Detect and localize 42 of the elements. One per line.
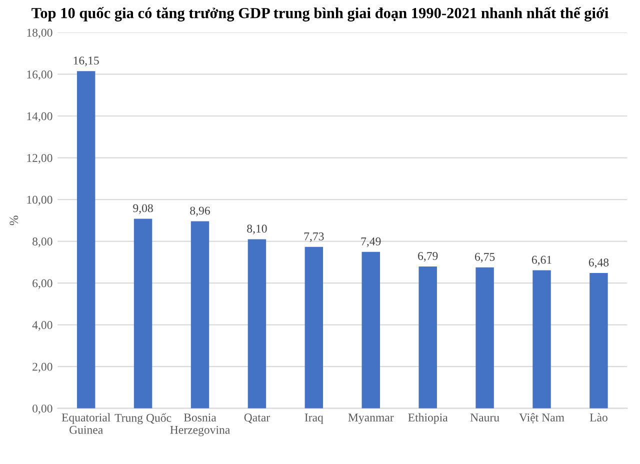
bar [476, 267, 494, 408]
x-tick-label: Nauru [470, 414, 500, 422]
x-tick-label: Equatorial Guinea [62, 413, 110, 434]
y-tick-label: 4,00 [32, 321, 52, 331]
y-tick-label: 14,00 [27, 112, 52, 122]
y-tick-label: 16,00 [27, 70, 52, 80]
data-label: 16,15 [74, 56, 99, 66]
bar [134, 218, 152, 408]
bar [362, 252, 380, 408]
x-tick-label: Ethiopia [408, 413, 448, 424]
y-tick-label: 0,00 [32, 404, 52, 414]
x-tick-label: Lào [590, 413, 608, 422]
data-label: 7,49 [361, 237, 381, 248]
bar [304, 246, 324, 408]
bar [590, 273, 608, 408]
bar [532, 270, 551, 408]
chart-title: Top 10 quốc gia có tăng trưởng GDP trung bình giai đoạn 1990-2021 nhanh nhất thế giới [32, 6, 608, 22]
data-label: 6,48 [588, 258, 609, 268]
data-label: 6,75 [474, 252, 495, 263]
bar [248, 239, 266, 408]
y-tick-label: 18,00 [27, 28, 52, 38]
y-tick-label: 8,00 [32, 238, 52, 248]
x-tick-label: Qatar [244, 414, 270, 424]
data-label: 8,10 [247, 224, 267, 234]
y-tick-label: 12,00 [27, 154, 52, 164]
y-tick-label: 10,00 [27, 196, 52, 206]
x-tick-label: Trung Quốc [114, 413, 172, 424]
data-label: 8,96 [190, 206, 210, 216]
x-tick-label: Việt Nam [519, 413, 564, 424]
data-label: 6,61 [532, 256, 552, 266]
x-tick-label: Bosnia Herzegovina [170, 414, 230, 436]
data-label: 6,79 [418, 252, 438, 262]
data-label: 7,73 [304, 232, 324, 242]
x-tick-label: Iraq [304, 414, 324, 424]
y-axis-title: % [10, 216, 18, 226]
y-tick-label: 6,00 [32, 279, 52, 289]
x-tick-label: Myanmar [348, 414, 394, 424]
data-label: 9,08 [133, 204, 153, 214]
bar [418, 266, 437, 408]
y-tick-label: 2,00 [32, 362, 52, 372]
bar [190, 221, 210, 408]
bar [76, 71, 96, 408]
